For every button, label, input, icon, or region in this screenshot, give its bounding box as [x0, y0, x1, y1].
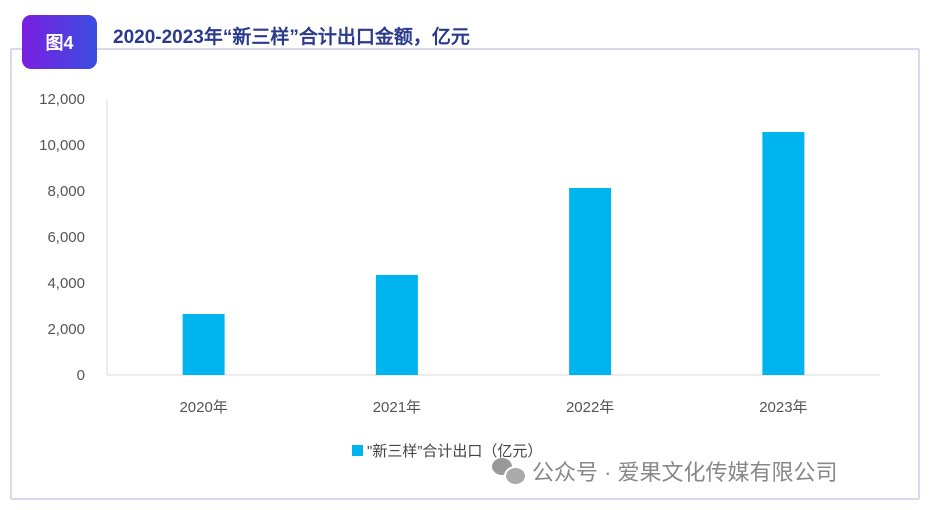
y-tick-label: 0 — [77, 367, 85, 384]
bar-2020年 — [182, 314, 225, 375]
x-tick-label: 2020年 — [179, 399, 227, 416]
y-tick-label: 4,000 — [47, 275, 85, 292]
bar-2022年 — [569, 188, 612, 375]
figure-badge: 图4 — [22, 15, 97, 69]
watermark: 公众号 · 爱果文化传媒有限公司 — [492, 455, 838, 487]
legend-label: "新三样”合计出口（亿元） — [367, 443, 543, 460]
wechat-icon — [492, 458, 527, 486]
legend: "新三样”合计出口（亿元） — [352, 440, 542, 461]
y-tick-label: 8,000 — [47, 183, 85, 200]
y-tick-label: 2,000 — [47, 321, 85, 338]
x-tick-label: 2023年 — [759, 399, 807, 416]
chart-frame — [10, 48, 920, 500]
y-tick-label: 10,000 — [39, 137, 85, 154]
x-tick-label: 2022年 — [566, 399, 614, 416]
bar-2021年 — [375, 274, 418, 375]
watermark-text: 公众号 · 爱果文化传媒有限公司 — [532, 460, 838, 485]
x-tick-label: 2021年 — [373, 399, 421, 416]
legend-swatch — [352, 445, 363, 456]
y-tick-label: 6,000 — [47, 229, 85, 246]
chart-title: 2020-2023年“新三样”合计出口金额，亿元 — [113, 27, 470, 48]
bar-2023年 — [762, 132, 805, 375]
y-tick-label: 12,000 — [39, 91, 85, 108]
